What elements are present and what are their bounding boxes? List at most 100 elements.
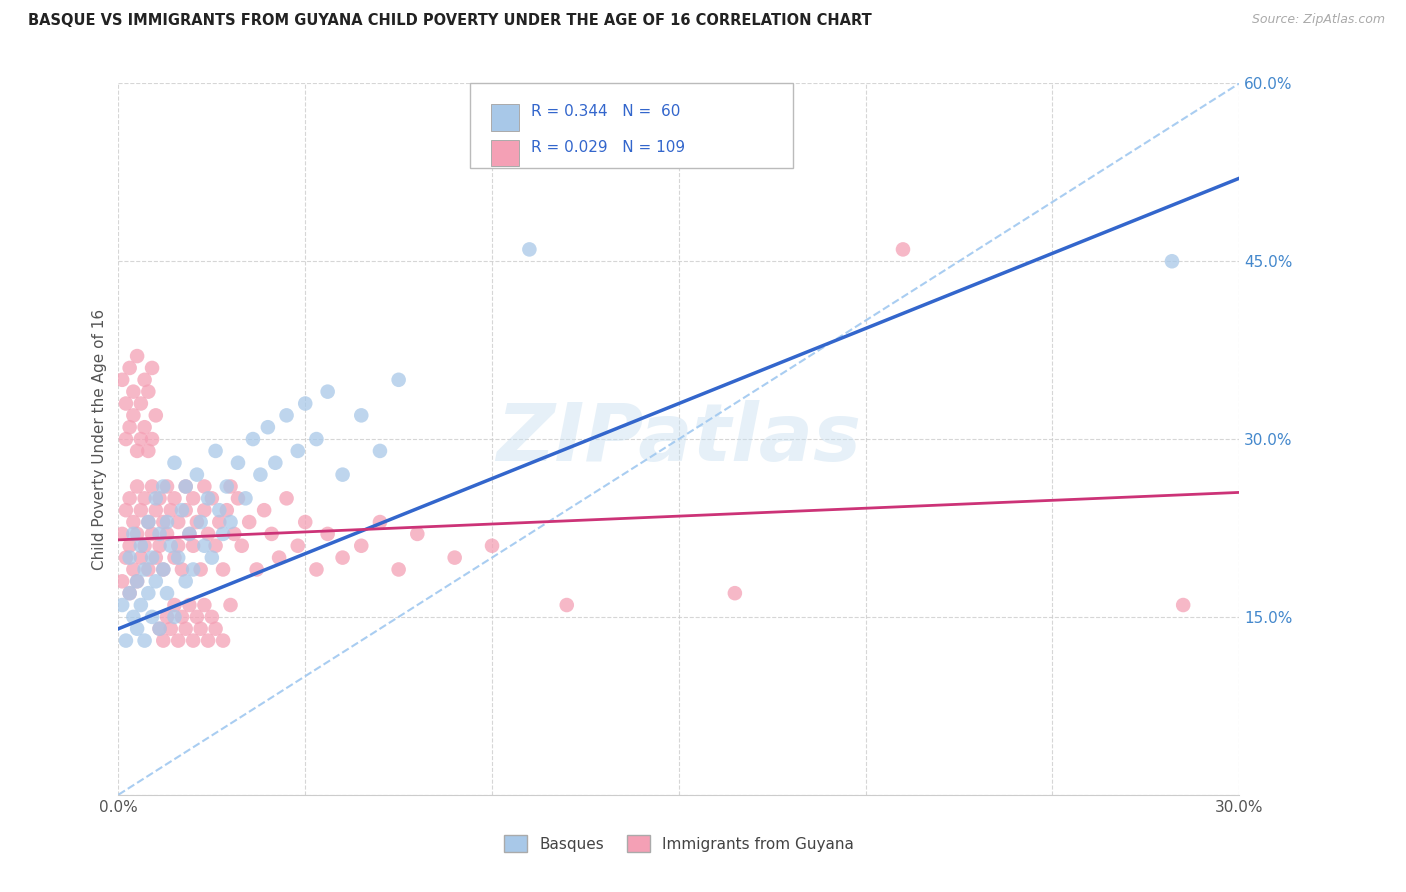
- Point: [350, 539, 373, 553]
- Point: [127, 349, 149, 363]
- Point: [193, 539, 215, 553]
- Point: [129, 396, 152, 410]
- Point: [156, 479, 179, 493]
- Point: [208, 515, 231, 529]
- Point: [276, 491, 298, 506]
- Point: [208, 503, 231, 517]
- Point: [276, 409, 298, 423]
- Point: [141, 479, 163, 493]
- Point: [159, 622, 181, 636]
- Point: [181, 633, 204, 648]
- Point: [118, 550, 141, 565]
- Point: [212, 562, 235, 576]
- Point: [350, 409, 373, 423]
- Point: [118, 491, 141, 506]
- Point: [122, 515, 145, 529]
- Point: [141, 432, 163, 446]
- Point: [115, 633, 138, 648]
- Point: [156, 527, 179, 541]
- Point: [141, 527, 163, 541]
- Point: [555, 598, 578, 612]
- Text: R = 0.029   N = 109: R = 0.029 N = 109: [530, 140, 685, 155]
- Point: [174, 574, 197, 589]
- Point: [231, 539, 253, 553]
- Point: [294, 396, 316, 410]
- Point: [332, 550, 354, 565]
- Point: [148, 622, 170, 636]
- Point: [134, 539, 156, 553]
- Point: [134, 562, 156, 576]
- Point: [167, 539, 190, 553]
- Point: [136, 515, 159, 529]
- Point: [152, 562, 174, 576]
- Point: [170, 562, 193, 576]
- Point: [156, 515, 179, 529]
- Text: ZIPatlas: ZIPatlas: [496, 401, 862, 478]
- Point: [519, 243, 541, 257]
- Point: [118, 586, 141, 600]
- Point: [226, 491, 249, 506]
- Point: [129, 539, 152, 553]
- Point: [134, 373, 156, 387]
- Point: [481, 539, 503, 553]
- Point: [249, 467, 271, 482]
- Point: [190, 515, 212, 529]
- Point: [163, 550, 186, 565]
- Point: [152, 479, 174, 493]
- Point: [148, 491, 170, 506]
- Point: [219, 515, 242, 529]
- Point: [246, 562, 269, 576]
- Point: [197, 633, 219, 648]
- Point: [181, 562, 204, 576]
- Point: [129, 503, 152, 517]
- Point: [163, 598, 186, 612]
- Point: [170, 503, 193, 517]
- Point: [152, 515, 174, 529]
- Point: [305, 562, 328, 576]
- Point: [316, 527, 339, 541]
- Point: [167, 633, 190, 648]
- Point: [316, 384, 339, 399]
- Point: [122, 384, 145, 399]
- Point: [204, 622, 226, 636]
- Point: [148, 527, 170, 541]
- Point: [170, 610, 193, 624]
- Point: [215, 479, 238, 493]
- Point: [115, 432, 138, 446]
- Point: [127, 527, 149, 541]
- Point: [1173, 598, 1195, 612]
- Point: [219, 598, 242, 612]
- Point: [215, 503, 238, 517]
- Point: [388, 373, 411, 387]
- Point: [332, 467, 354, 482]
- Point: [145, 574, 167, 589]
- Point: [111, 574, 134, 589]
- Point: [111, 527, 134, 541]
- Point: [406, 527, 429, 541]
- Point: [193, 598, 215, 612]
- Point: [181, 539, 204, 553]
- Point: [134, 420, 156, 434]
- Point: [287, 539, 309, 553]
- Point: [260, 527, 283, 541]
- Point: [190, 562, 212, 576]
- Point: [193, 503, 215, 517]
- Point: [163, 491, 186, 506]
- Point: [145, 503, 167, 517]
- Point: [122, 562, 145, 576]
- Point: [174, 622, 197, 636]
- Point: [152, 562, 174, 576]
- Point: [253, 503, 276, 517]
- Point: [242, 432, 264, 446]
- Point: [179, 527, 201, 541]
- Point: [443, 550, 465, 565]
- Point: [368, 444, 391, 458]
- Point: [141, 360, 163, 375]
- Point: [118, 420, 141, 434]
- Point: [294, 515, 316, 529]
- Point: [156, 610, 179, 624]
- Point: [129, 432, 152, 446]
- Point: [257, 420, 280, 434]
- Point: [264, 456, 287, 470]
- Text: R = 0.344   N =  60: R = 0.344 N = 60: [530, 104, 681, 120]
